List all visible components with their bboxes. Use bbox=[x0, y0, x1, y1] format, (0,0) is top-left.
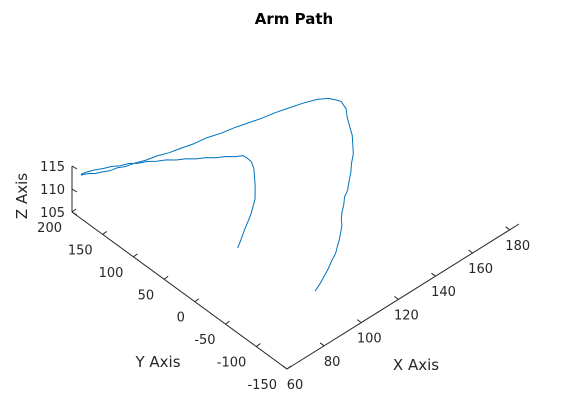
y-tick-mark bbox=[286, 365, 292, 370]
z-tick-label: 110 bbox=[40, 183, 65, 198]
y-tick-mark bbox=[225, 320, 230, 325]
x-tick-mark bbox=[319, 342, 325, 347]
x-tick-mark bbox=[356, 319, 362, 324]
y-tick-label: 150 bbox=[68, 243, 93, 258]
y-tick-group: 200 150 100 50 0 -50-100-150 bbox=[37, 208, 292, 393]
x-tick-mark bbox=[282, 365, 288, 370]
x-tick-label: 160 bbox=[468, 262, 493, 277]
y-tick-label: -100 bbox=[217, 356, 247, 371]
x-tick-mark bbox=[394, 295, 399, 300]
arm-path-line bbox=[80, 97, 354, 292]
z-tick-group: 105 110 115 bbox=[40, 160, 78, 221]
y-tick-mark bbox=[255, 343, 261, 347]
y-tick-mark bbox=[194, 298, 200, 303]
z-tick-label: 105 bbox=[40, 206, 65, 221]
y-axis-label: Y Axis bbox=[134, 353, 180, 371]
x-axis-label: X Axis bbox=[393, 356, 439, 374]
y-tick-label: -50 bbox=[194, 333, 215, 348]
x-tick-mark bbox=[468, 249, 473, 254]
y-tick-label: 0 bbox=[177, 311, 185, 326]
x-tick-mark bbox=[431, 272, 436, 277]
y-tick-mark bbox=[71, 208, 77, 213]
x-tick-label: 180 bbox=[505, 239, 530, 254]
y-tick-label: 100 bbox=[99, 266, 124, 281]
y-tick-mark bbox=[163, 275, 169, 280]
z-tick-mark bbox=[71, 188, 78, 193]
x-tick-label: 100 bbox=[357, 332, 382, 347]
y-tick-label: 50 bbox=[138, 288, 155, 303]
y-tick-label: 200 bbox=[37, 221, 62, 236]
z-tick-mark bbox=[71, 211, 78, 216]
x-tick-label: 60 bbox=[287, 378, 304, 393]
y-tick-mark bbox=[102, 231, 108, 235]
z-tick-label: 115 bbox=[40, 160, 65, 175]
x-tick-label: 120 bbox=[394, 308, 419, 323]
z-tick-mark bbox=[71, 165, 78, 170]
x-tick-label: 140 bbox=[431, 285, 456, 300]
chart-title: Arm Path bbox=[255, 10, 333, 28]
x-tick-label: 80 bbox=[324, 355, 341, 370]
y-tick-mark bbox=[133, 253, 138, 258]
x-tick-mark bbox=[505, 226, 511, 231]
x-axis-line bbox=[286, 223, 520, 370]
x-tick-group: 60 80 100 120 140 160 180 bbox=[282, 226, 530, 393]
y-axis-line bbox=[71, 211, 288, 370]
z-axis-label: Z Axis bbox=[13, 173, 31, 219]
y-tick-label: -150 bbox=[247, 378, 277, 393]
